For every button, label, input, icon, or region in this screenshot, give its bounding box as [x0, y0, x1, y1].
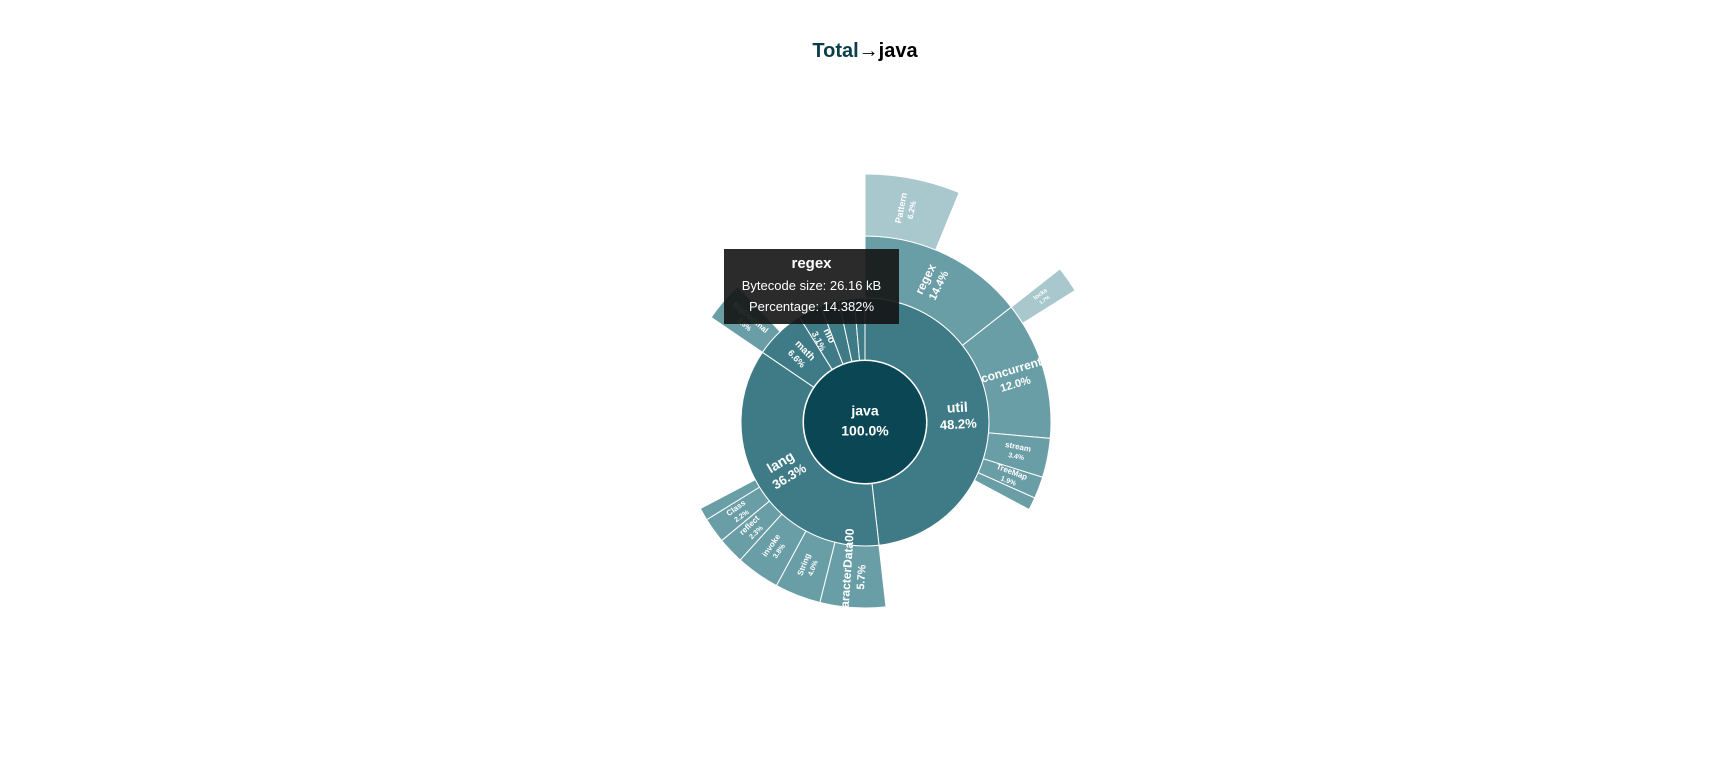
tooltip-size: Bytecode size: 26.16 kB — [741, 278, 882, 293]
slice-pattern[interactable] — [864, 173, 960, 251]
breadcrumb-current: java — [878, 40, 918, 62]
breadcrumb-root-link[interactable]: Total — [812, 40, 859, 62]
breadcrumb: Total→java — [0, 40, 1730, 63]
tooltip: regex Bytecode size: 26.16 kB Percentage… — [724, 249, 899, 324]
breadcrumb-arrow: → — [858, 40, 879, 62]
slice-module[interactable] — [699, 479, 761, 521]
slice-java[interactable] — [802, 359, 928, 485]
slice-hashmap[interactable] — [973, 472, 1036, 511]
slice-locks[interactable] — [1010, 268, 1076, 325]
tooltip-percentage: Percentage: 14.382% — [748, 299, 875, 314]
tooltip-title: regex — [791, 255, 832, 272]
